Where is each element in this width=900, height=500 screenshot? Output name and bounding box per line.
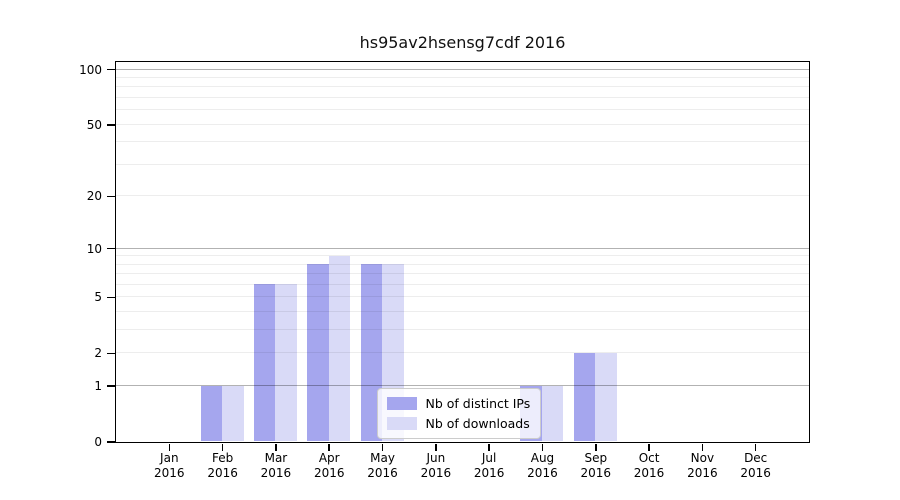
- x-axis-tick-label-jul: Jul 2016: [473, 451, 505, 480]
- x-axis-tick-mark-aug: [541, 443, 544, 451]
- y-axis-tick-mark-5: [106, 296, 115, 299]
- y-axis-tick-label-5: 5: [94, 290, 102, 305]
- bar-distinct-ips-apr: [307, 264, 329, 442]
- x-axis-tick-mark-dec: [754, 443, 757, 451]
- y-axis-tick-label-0: 0: [94, 435, 102, 449]
- y-axis-tick-mark-50: [106, 124, 115, 126]
- legend-row-downloads: Nb of downloads: [386, 415, 531, 431]
- y-axis-tick-mark-0: [106, 441, 115, 443]
- y-axis-tick-label-1: 1: [94, 379, 102, 394]
- x-axis-tick-mark-jun: [435, 443, 437, 451]
- bar-distinct-ips-mar: [253, 284, 276, 442]
- gridline-minor-60: [115, 109, 809, 111]
- bar-downloads-aug: [541, 385, 564, 442]
- bar-distinct-ips-feb: [200, 385, 223, 442]
- gridline-minor-30: [115, 163, 809, 165]
- y-axis-tick-mark-10: [106, 247, 115, 250]
- gridline-minor-2: [115, 352, 809, 354]
- x-axis-tick-label-sep: Sep 2016: [580, 451, 612, 480]
- x-axis-tick-mark-nov: [701, 443, 704, 451]
- gridline-minor-3: [115, 329, 809, 331]
- y-axis-tick-label-20: 20: [86, 189, 102, 204]
- legend: Nb of distinct IPs Nb of downloads: [376, 387, 542, 439]
- legend-swatch-downloads: [386, 416, 417, 430]
- legend-label-distinct-ips: Nb of distinct IPs: [425, 395, 531, 411]
- bar-distinct-ips-sep: [573, 352, 596, 442]
- x-axis-tick-label-aug: Aug 2016: [527, 451, 558, 480]
- gridline-major-10: [115, 247, 809, 249]
- bar-downloads-apr: [328, 255, 351, 442]
- x-axis-tick-mark-jan: [168, 443, 171, 451]
- bar-downloads-sep: [595, 352, 617, 442]
- y-axis-tick-mark-100: [106, 68, 115, 71]
- gridline-minor-80: [115, 86, 809, 88]
- legend-label-downloads: Nb of downloads: [425, 415, 530, 431]
- gridline-minor-50: [115, 123, 809, 125]
- x-axis-tick-label-oct: Oct 2016: [633, 451, 665, 480]
- gridline-minor-70: [115, 97, 809, 99]
- y-axis-tick-mark-2: [106, 352, 115, 355]
- gridline-major-100: [115, 68, 809, 70]
- y-axis-tick-mark-20: [106, 195, 115, 198]
- legend-swatch-distinct-ips: [386, 396, 417, 410]
- gridline-minor-20: [115, 195, 809, 197]
- x-axis-tick-label-jan: Jan 2016: [154, 451, 185, 480]
- x-axis-tick-label-may: May 2016: [367, 451, 398, 480]
- plot-area: Nb of distinct IPs Nb of downloads: [114, 60, 810, 443]
- gridline-major-1: [115, 385, 809, 387]
- gridline-minor-8: [115, 263, 809, 265]
- gridline-minor-7: [115, 273, 809, 275]
- x-axis-tick-label-dec: Dec 2016: [740, 451, 771, 480]
- y-axis-tick-label-10: 10: [86, 241, 102, 256]
- x-axis-tick-mark-may: [381, 443, 384, 451]
- x-axis-tick-label-jun: Jun 2016: [420, 451, 452, 480]
- x-axis-tick-label-feb: Feb 2016: [207, 451, 238, 480]
- gridline-minor-9: [115, 255, 809, 257]
- x-axis-tick-mark-oct: [648, 443, 650, 451]
- x-axis-tick-mark-jul: [488, 443, 490, 451]
- x-axis-tick-label-mar: Mar 2016: [260, 451, 292, 480]
- y-axis-tick-label-100: 100: [79, 62, 102, 77]
- y-axis-tick-label-2: 2: [94, 346, 102, 361]
- gridline-minor-90: [115, 77, 809, 79]
- bar-downloads-feb: [222, 385, 244, 442]
- y-axis-tick-label-50: 50: [86, 117, 102, 132]
- x-axis-tick-mark-sep: [595, 443, 597, 451]
- gridline-minor-6: [115, 283, 809, 285]
- legend-row-distinct-ips: Nb of distinct IPs: [386, 395, 531, 411]
- gridline-minor-40: [115, 141, 809, 143]
- x-axis-tick-label-nov: Nov 2016: [687, 451, 718, 480]
- y-axis-tick-mark-1: [106, 385, 115, 387]
- gridline-minor-5: [115, 296, 809, 298]
- x-axis-tick-mark-apr: [328, 443, 330, 451]
- bar-downloads-mar: [275, 284, 297, 442]
- chart-title: hs95av2hsensg7cdf 2016: [359, 33, 566, 52]
- gridline-minor-4: [115, 311, 809, 313]
- x-axis-tick-mark-feb: [221, 443, 224, 451]
- x-axis-tick-label-apr: Apr 2016: [313, 451, 345, 480]
- x-axis-tick-mark-mar: [275, 443, 277, 451]
